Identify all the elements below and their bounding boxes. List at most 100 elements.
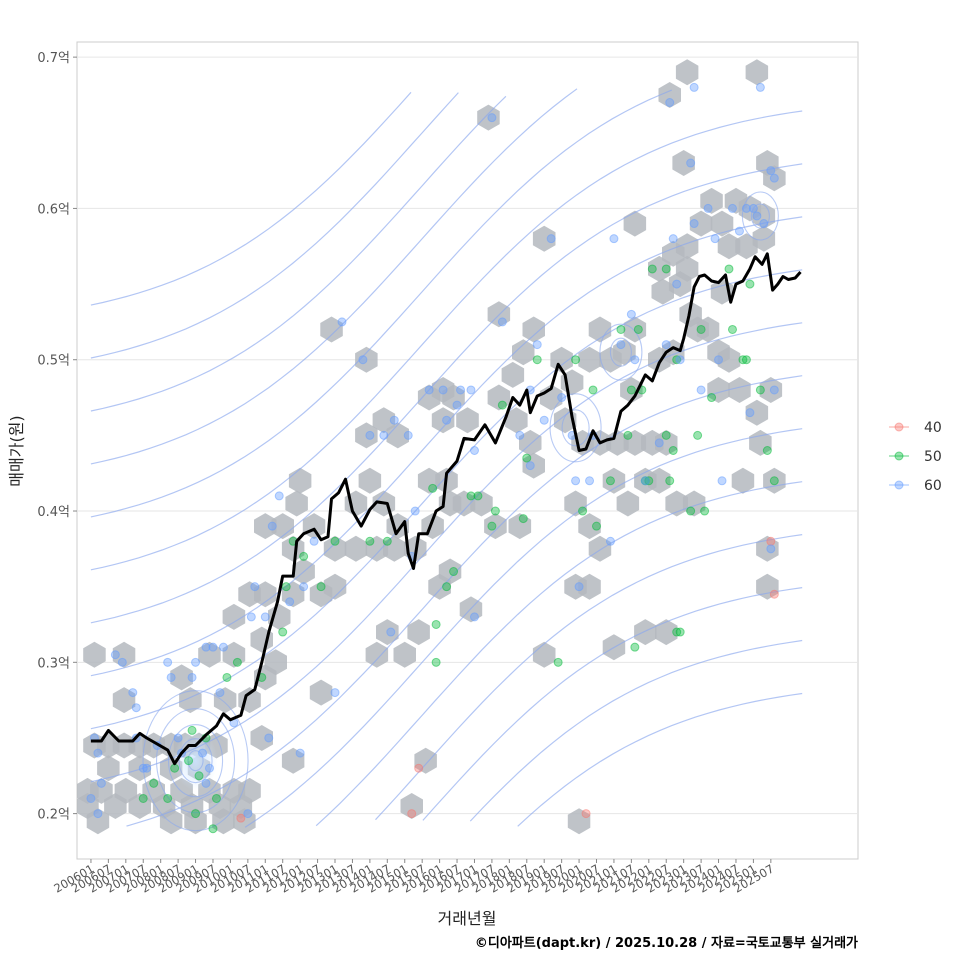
hexbin — [623, 210, 647, 237]
point-60 — [539, 415, 549, 425]
legend-key-60 — [894, 480, 904, 490]
hexbin — [323, 573, 347, 600]
point-60 — [365, 430, 375, 440]
hexbin — [484, 513, 507, 540]
contour-line — [422, 587, 803, 821]
point-60 — [142, 763, 152, 773]
hexbin — [159, 808, 183, 835]
contour-line — [517, 692, 803, 827]
hexbin — [658, 82, 681, 108]
point-60 — [337, 317, 347, 327]
point-60 — [557, 393, 567, 403]
y-tick-label: 0.6억 — [37, 202, 70, 217]
point-50 — [466, 491, 476, 501]
hexbin — [567, 808, 591, 835]
hexbin — [281, 581, 305, 608]
point-50 — [449, 567, 459, 577]
point-50 — [661, 430, 671, 440]
hexbin — [407, 619, 430, 646]
point-50 — [431, 619, 441, 629]
point-50 — [633, 324, 643, 334]
hexbin — [386, 422, 409, 449]
point-50 — [208, 824, 218, 834]
point-50 — [278, 627, 288, 637]
hexbin — [759, 377, 783, 403]
point-50 — [630, 642, 640, 652]
point-50 — [281, 582, 291, 592]
point-50 — [194, 771, 204, 781]
hexbin — [431, 377, 455, 403]
point-50 — [232, 657, 242, 667]
point-60 — [389, 415, 399, 425]
hexbin — [393, 641, 416, 668]
x-axis: 2006012006072007012007072008012008072009… — [51, 859, 776, 896]
point-60 — [299, 582, 309, 592]
hexbin — [508, 513, 532, 540]
point-60 — [191, 657, 201, 667]
hexbin — [505, 407, 528, 434]
point-60 — [759, 219, 769, 229]
y-tick-label: 0.5억 — [37, 354, 70, 369]
contour-ring — [187, 750, 204, 772]
point-60 — [93, 809, 103, 819]
point-60 — [215, 688, 225, 698]
hexbin — [616, 490, 640, 517]
hexbin — [532, 225, 556, 252]
point-40 — [581, 809, 591, 819]
point-50 — [330, 536, 340, 546]
point-40 — [769, 589, 779, 599]
point-60 — [696, 385, 706, 395]
y-tick-label: 0.4억 — [37, 505, 70, 520]
point-50 — [745, 279, 755, 289]
point-50 — [661, 264, 671, 274]
point-60 — [246, 612, 256, 622]
point-50 — [431, 657, 441, 667]
contour-ring — [750, 203, 770, 229]
point-60 — [274, 491, 284, 501]
hexbin — [213, 687, 237, 714]
point-60 — [403, 430, 413, 440]
point-60 — [86, 793, 96, 803]
point-60 — [689, 82, 699, 92]
point-50 — [184, 756, 194, 766]
hexbin — [128, 793, 151, 819]
point-60 — [358, 355, 368, 365]
hexbin — [682, 490, 706, 517]
point-50 — [588, 385, 598, 395]
hexbin — [431, 407, 455, 434]
point-60 — [626, 309, 636, 319]
hexbin — [731, 467, 755, 494]
point-50 — [365, 536, 375, 546]
point-60 — [710, 234, 720, 244]
hexbin — [452, 490, 476, 517]
point-60 — [131, 703, 141, 713]
point-60 — [741, 203, 751, 213]
point-60 — [379, 430, 389, 440]
point-60 — [571, 476, 581, 486]
point-50 — [473, 491, 483, 501]
point-60 — [515, 430, 525, 440]
point-60 — [574, 582, 584, 592]
hexbin — [717, 233, 741, 260]
point-50 — [191, 809, 201, 819]
contour-line — [90, 163, 803, 624]
hexbin — [323, 535, 347, 562]
hexbin — [634, 619, 657, 646]
hexbin — [414, 747, 437, 774]
trend-line — [90, 252, 802, 766]
legend-label: 60 — [924, 478, 942, 494]
x-axis-title: 거래년월 — [438, 909, 497, 928]
point-50 — [578, 506, 588, 516]
point-60 — [386, 627, 396, 637]
hexbin — [648, 255, 671, 282]
hexbin — [668, 271, 692, 298]
trend-line-layer — [90, 252, 802, 766]
point-50 — [755, 385, 765, 395]
hexbin — [383, 535, 406, 562]
point-40 — [407, 809, 417, 819]
contour-ring — [599, 323, 643, 381]
hexbin — [309, 679, 333, 706]
point-50 — [442, 582, 452, 592]
point-50 — [675, 627, 685, 637]
hexbin — [602, 467, 626, 494]
